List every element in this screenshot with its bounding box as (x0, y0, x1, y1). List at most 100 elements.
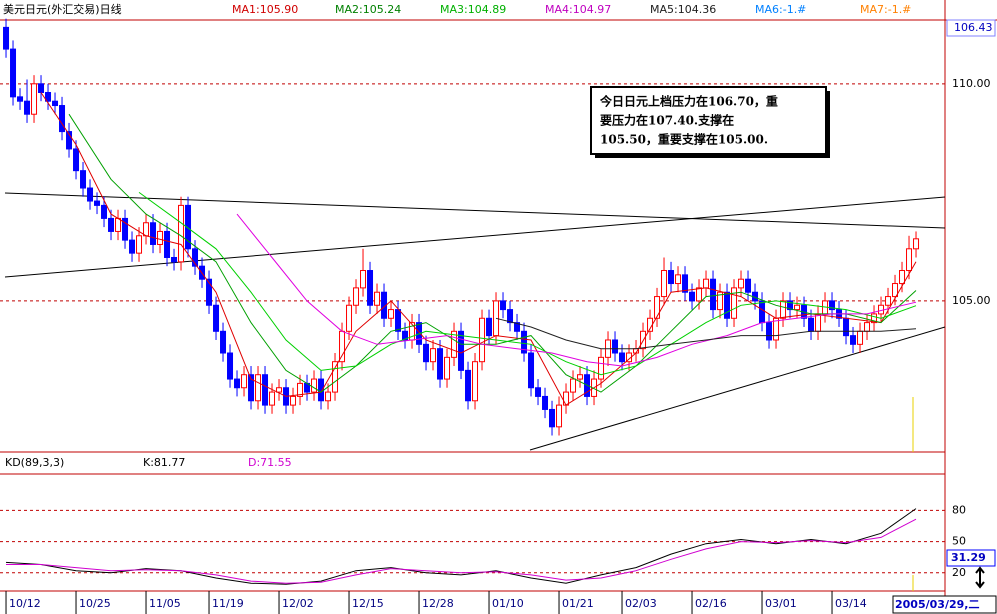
candle-body (24, 100, 31, 115)
candle-body (45, 92, 52, 102)
line (138, 191, 917, 376)
candle-body (829, 300, 836, 311)
candle-body (710, 278, 717, 311)
candle-body (192, 248, 199, 267)
candle-body (906, 248, 913, 272)
candle-body (738, 278, 745, 289)
candle-body (94, 200, 101, 206)
cursor-value: 31.29 (951, 551, 986, 564)
frame (0, 0, 997, 596)
candle-body (430, 348, 437, 363)
last-price: 106.43 (954, 21, 993, 34)
line (236, 213, 917, 367)
note-line: 105.50，重要支撑在105.00. (600, 132, 768, 147)
note-line: 今日日元上档压力在106.70，重 (599, 94, 778, 109)
candle-body (857, 330, 864, 345)
candle-body (346, 304, 353, 332)
candle-body (514, 322, 521, 332)
y-tick-label: 20 (952, 566, 966, 579)
candle-body (500, 300, 507, 311)
candle-body (864, 322, 871, 332)
candle-body (717, 291, 724, 311)
candle-body (892, 283, 899, 298)
y-tick-label: 50 (952, 535, 966, 548)
candle-body (73, 148, 80, 172)
candle-body (528, 352, 535, 389)
x-tick-label: 10/12 (9, 597, 41, 610)
candle-body (850, 335, 857, 345)
candle-body (122, 217, 129, 241)
candle-body (227, 352, 234, 380)
candle-body (731, 287, 738, 319)
candle-body (213, 304, 220, 332)
resize-arrow (975, 566, 985, 589)
x-tick-label: 12/02 (282, 597, 314, 610)
price-box (946, 19, 996, 37)
candle-body (542, 395, 549, 410)
chart-title: 美元日元(外汇交易)日线 (3, 2, 122, 16)
candle-body (136, 235, 143, 254)
candle-body (724, 291, 731, 319)
candle-body (367, 270, 374, 306)
candle-body (675, 274, 682, 285)
ma-label: MA1:105.90 (232, 3, 298, 16)
candle-body (332, 361, 339, 393)
candle-body (437, 348, 444, 380)
candle-body (52, 100, 59, 107)
candle-body (395, 309, 402, 332)
candle-body (3, 26, 10, 50)
trend-line (529, 326, 946, 451)
candle-body (535, 387, 542, 397)
candle-body (325, 391, 332, 402)
candle-body (479, 317, 486, 363)
candle-body (794, 304, 801, 311)
line (68, 113, 917, 393)
x-tick-label: 01/10 (492, 597, 524, 610)
y-tick-label: 110.00 (952, 77, 991, 90)
candle-body (129, 239, 136, 254)
candle-body (206, 278, 213, 306)
candle-body (353, 287, 360, 306)
candle-body (360, 270, 367, 289)
x-tick-label: 02/16 (695, 597, 727, 610)
candle-body (885, 296, 892, 306)
candle-body (612, 339, 619, 354)
candle-body (549, 408, 556, 428)
date-box (892, 595, 997, 614)
marks (0, 18, 945, 614)
candle-body (563, 391, 570, 406)
x-tick-label: 03/01 (765, 597, 797, 610)
candle-body (339, 330, 346, 363)
candle-body (472, 361, 479, 402)
x-tick-label: 03/14 (835, 597, 867, 610)
candle-body (255, 374, 262, 402)
candle-body (374, 291, 381, 306)
candle-body (143, 222, 150, 237)
candle-body (115, 217, 122, 232)
candle-body (220, 330, 227, 354)
candle-body (577, 374, 584, 380)
candle-body (150, 222, 157, 245)
trend-line (4, 192, 946, 229)
ma-label: MA5:104.36 (650, 3, 716, 16)
candle-body (80, 170, 87, 189)
ma-label: MA4:104.97 (545, 3, 611, 16)
ma-label: MA3:104.89 (440, 3, 506, 16)
candle-body (269, 391, 276, 406)
candle-body (654, 296, 661, 319)
candle-body (598, 356, 605, 380)
candle-body (486, 317, 493, 337)
candle-body (66, 131, 73, 150)
candle-body (913, 238, 920, 250)
candle-body (570, 378, 577, 393)
candle-body (262, 374, 269, 406)
candle-body (388, 309, 395, 319)
x-tick-label: 10/25 (79, 597, 111, 610)
y-tick-label: 80 (952, 503, 966, 516)
candle-body (703, 278, 710, 289)
candle-body (248, 374, 255, 402)
y-tick-label: 105.00 (952, 294, 991, 307)
trend-lines (4, 192, 946, 451)
candle-body (10, 48, 17, 98)
candle-body (451, 330, 458, 358)
